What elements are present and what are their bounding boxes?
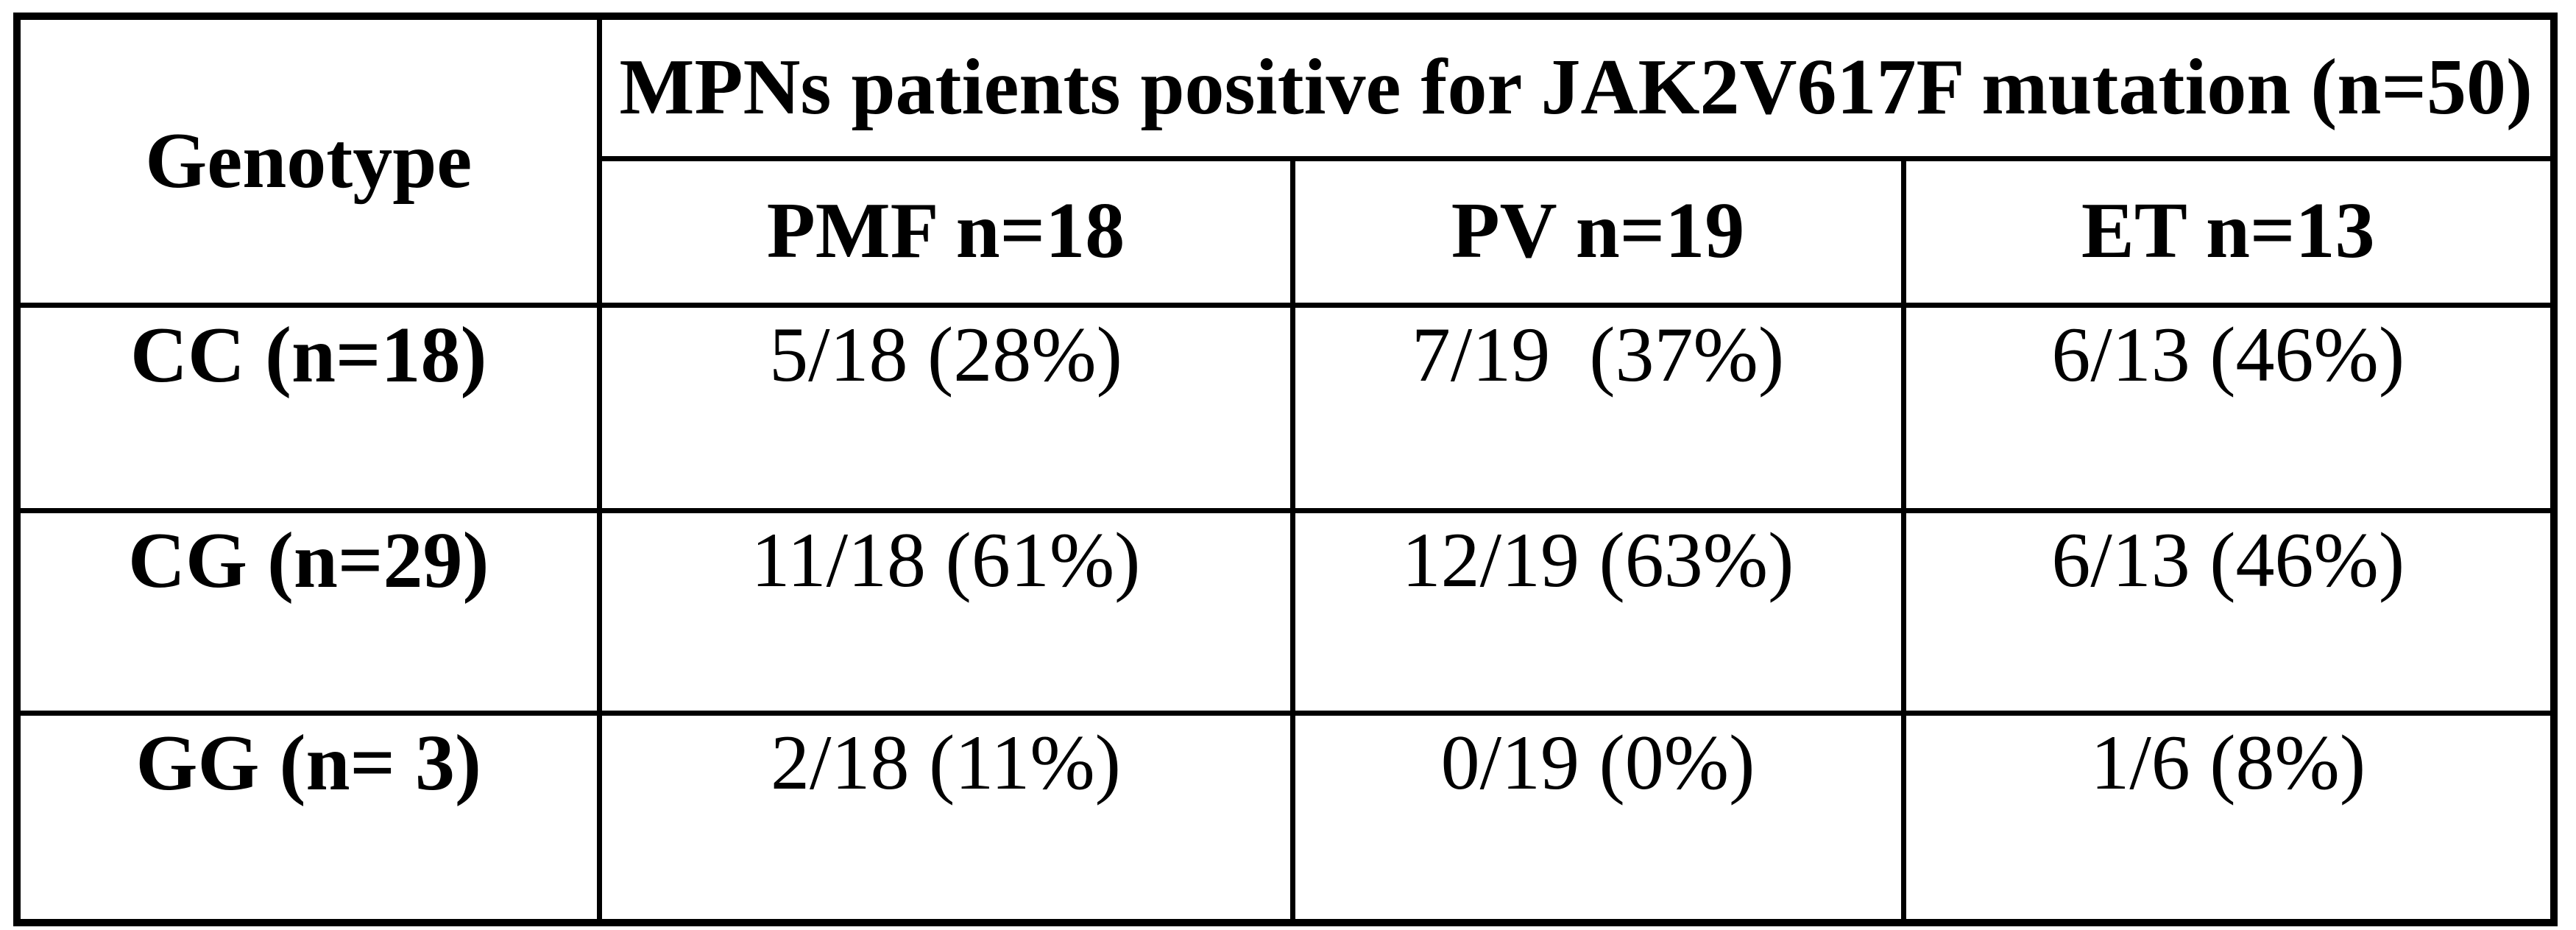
cell-cg-et: 6/13 (46%) xyxy=(1900,507,2557,716)
row-label-cg: CG (n=29) xyxy=(14,507,602,716)
column-header-pmf: PMF n=18 xyxy=(596,155,1295,308)
table-row-cc: CC (n=18) 5/18 (28%) 7/19 (37%) 6/13 (46… xyxy=(14,302,2557,513)
cell-cg-pmf: 11/18 (61%) xyxy=(596,507,1295,716)
cell-cg-pv: 12/19 (63%) xyxy=(1289,507,1906,716)
cell-cc-et: 6/13 (46%) xyxy=(1900,302,2557,513)
table-row-gg: GG (n= 3) 2/18 (11%) 0/19 (0%) 1/6 (8%) xyxy=(14,710,2557,926)
column-header-et: ET n=13 xyxy=(1900,155,2557,308)
genotype-distribution-table: Genotype MPNs patients positive for JAK2… xyxy=(13,13,2558,926)
column-header-pv: PV n=19 xyxy=(1289,155,1906,308)
corner-header-genotype: Genotype xyxy=(14,13,602,308)
cell-cc-pv: 7/19 (37%) xyxy=(1289,302,1906,513)
group-header-mpns: MPNs patients positive for JAK2V617F mut… xyxy=(596,13,2557,161)
cell-gg-pmf: 2/18 (11%) xyxy=(596,710,1295,926)
row-label-cc: CC (n=18) xyxy=(14,302,602,513)
header-row-group: Genotype MPNs patients positive for JAK2… xyxy=(14,13,2557,308)
row-label-gg: GG (n= 3) xyxy=(14,710,602,926)
cell-gg-et: 1/6 (8%) xyxy=(1900,710,2557,926)
cell-gg-pv: 0/19 (0%) xyxy=(1289,710,1906,926)
header-row-columns: PMF n=18 PV n=19 ET n=13 xyxy=(17,155,2557,308)
table-row-cg: CG (n=29) 11/18 (61%) 12/19 (63%) 6/13 (… xyxy=(14,507,2557,716)
cell-cc-pmf: 5/18 (28%) xyxy=(596,302,1295,513)
